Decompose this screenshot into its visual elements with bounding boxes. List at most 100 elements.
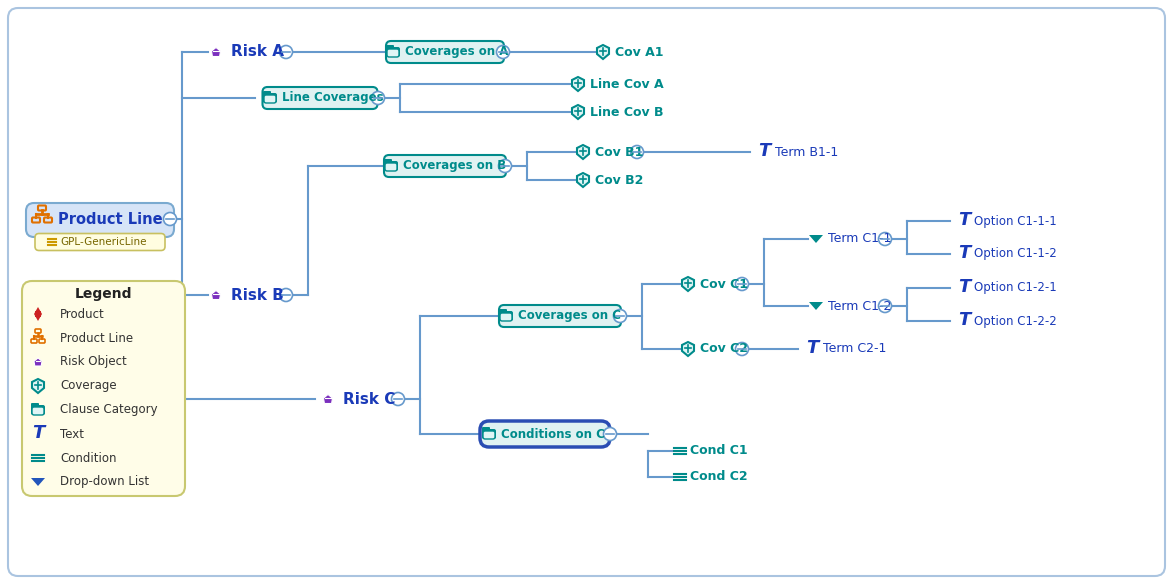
FancyBboxPatch shape: [386, 45, 394, 49]
Circle shape: [279, 288, 292, 301]
Polygon shape: [324, 395, 332, 404]
Text: Coverages on A: Coverages on A: [405, 46, 508, 58]
FancyBboxPatch shape: [499, 305, 621, 327]
Text: T: T: [958, 278, 970, 296]
FancyBboxPatch shape: [22, 281, 185, 496]
Polygon shape: [572, 77, 584, 91]
Circle shape: [392, 392, 405, 405]
FancyBboxPatch shape: [500, 313, 511, 321]
Text: Term C1-2: Term C1-2: [828, 300, 891, 312]
Polygon shape: [211, 47, 221, 57]
Text: T: T: [758, 142, 771, 160]
FancyBboxPatch shape: [30, 405, 45, 415]
Text: Cond C2: Cond C2: [690, 471, 747, 484]
FancyBboxPatch shape: [499, 309, 507, 313]
Text: Line Coverages: Line Coverages: [282, 92, 384, 105]
Polygon shape: [35, 311, 41, 317]
Text: Line Cov B: Line Cov B: [590, 106, 664, 119]
Text: Risk A: Risk A: [231, 44, 284, 60]
Polygon shape: [682, 342, 694, 356]
Text: Cov B1: Cov B1: [595, 145, 643, 158]
FancyBboxPatch shape: [384, 161, 398, 171]
FancyBboxPatch shape: [385, 163, 396, 171]
Polygon shape: [30, 478, 45, 486]
Text: Product Line: Product Line: [60, 332, 133, 345]
Polygon shape: [34, 358, 42, 366]
Polygon shape: [809, 235, 823, 243]
FancyBboxPatch shape: [30, 403, 39, 407]
Text: T: T: [806, 339, 819, 357]
Text: Risk Object: Risk Object: [60, 356, 127, 369]
FancyBboxPatch shape: [386, 47, 400, 57]
Circle shape: [279, 46, 292, 58]
Circle shape: [499, 159, 511, 172]
Circle shape: [372, 92, 385, 105]
Text: Cond C1: Cond C1: [690, 444, 747, 457]
FancyBboxPatch shape: [386, 41, 504, 63]
Text: Option C1-2-2: Option C1-2-2: [974, 315, 1057, 328]
Polygon shape: [211, 290, 221, 300]
Polygon shape: [32, 379, 45, 393]
Circle shape: [163, 213, 176, 225]
Text: Term C2-1: Term C2-1: [823, 342, 887, 356]
Text: Line Cov A: Line Cov A: [590, 78, 664, 91]
Text: Legend: Legend: [75, 287, 133, 301]
Text: Cov C1: Cov C1: [700, 277, 748, 290]
FancyBboxPatch shape: [483, 431, 495, 439]
Text: GPL-GenericLine: GPL-GenericLine: [60, 237, 147, 247]
Text: T: T: [958, 244, 970, 262]
Text: Text: Text: [60, 427, 84, 440]
FancyBboxPatch shape: [26, 203, 174, 237]
Circle shape: [603, 427, 617, 440]
Text: Cov A1: Cov A1: [615, 46, 664, 58]
FancyBboxPatch shape: [263, 93, 277, 103]
Text: Coverage: Coverage: [60, 380, 116, 392]
Text: Term C1-1: Term C1-1: [828, 232, 891, 245]
Text: Risk B: Risk B: [231, 287, 284, 303]
Text: Product Line: Product Line: [57, 211, 163, 227]
Polygon shape: [809, 302, 823, 310]
FancyBboxPatch shape: [384, 155, 506, 177]
Text: Coverages on B: Coverages on B: [404, 159, 507, 172]
FancyBboxPatch shape: [264, 95, 276, 103]
Text: T: T: [32, 424, 45, 442]
Text: Coverages on C: Coverages on C: [518, 310, 621, 322]
Text: Conditions on C: Conditions on C: [501, 427, 605, 440]
Circle shape: [735, 277, 748, 290]
Text: Term B1-1: Term B1-1: [775, 145, 839, 158]
FancyBboxPatch shape: [263, 91, 271, 95]
FancyBboxPatch shape: [482, 427, 490, 431]
Circle shape: [631, 145, 644, 158]
Circle shape: [735, 342, 748, 356]
FancyBboxPatch shape: [482, 429, 496, 439]
Text: Condition: Condition: [60, 451, 116, 464]
Polygon shape: [577, 173, 589, 187]
Text: Risk C: Risk C: [343, 391, 395, 406]
Polygon shape: [597, 45, 609, 59]
Circle shape: [496, 46, 509, 58]
FancyBboxPatch shape: [499, 311, 513, 321]
FancyBboxPatch shape: [35, 234, 165, 251]
FancyBboxPatch shape: [480, 421, 610, 447]
Text: T: T: [958, 211, 970, 229]
Text: Cov C2: Cov C2: [700, 342, 748, 356]
Text: T: T: [958, 311, 970, 329]
Text: Product: Product: [60, 308, 104, 321]
Text: Option C1-1-1: Option C1-1-1: [974, 214, 1057, 228]
FancyBboxPatch shape: [384, 159, 392, 163]
Polygon shape: [682, 277, 694, 291]
FancyBboxPatch shape: [387, 49, 399, 57]
Text: Option C1-1-2: Option C1-1-2: [974, 248, 1057, 260]
Polygon shape: [577, 145, 589, 159]
Circle shape: [613, 310, 626, 322]
Circle shape: [879, 232, 891, 245]
FancyBboxPatch shape: [263, 87, 378, 109]
Polygon shape: [34, 307, 42, 321]
Text: Cov B2: Cov B2: [595, 173, 643, 186]
Text: Option C1-2-1: Option C1-2-1: [974, 281, 1057, 294]
Polygon shape: [572, 105, 584, 119]
Text: Clause Category: Clause Category: [60, 404, 157, 416]
Circle shape: [879, 300, 891, 312]
FancyBboxPatch shape: [32, 407, 45, 415]
Text: Drop-down List: Drop-down List: [60, 475, 149, 488]
